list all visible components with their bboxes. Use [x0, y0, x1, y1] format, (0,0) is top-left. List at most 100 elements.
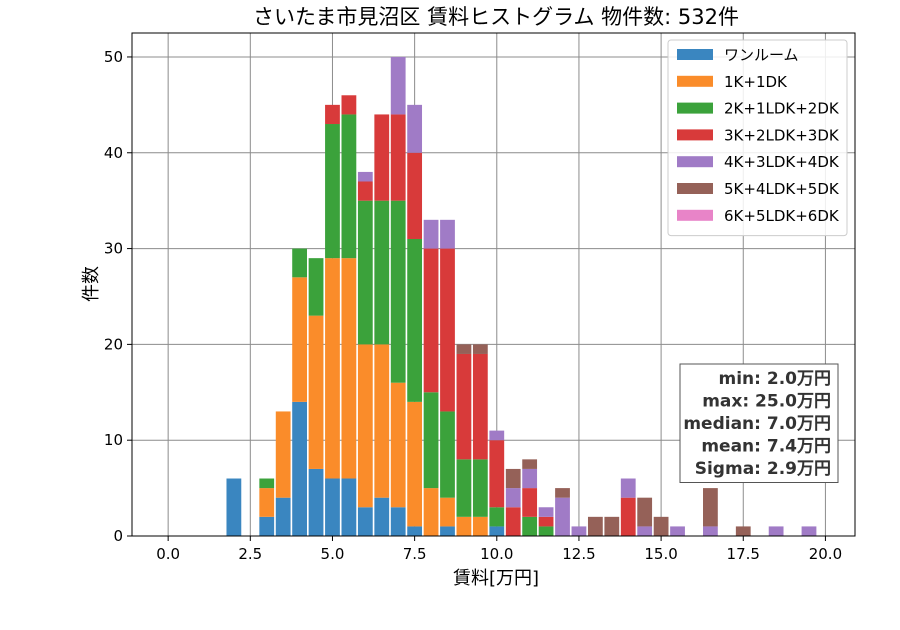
legend-label: 6K+5LDK+6DK: [724, 207, 840, 225]
bar-segment: [801, 526, 817, 536]
bar-segment: [670, 526, 685, 536]
bar-segment: [637, 497, 653, 527]
bar-segment: [292, 277, 307, 402]
x-tick-label: 10.0: [480, 545, 513, 563]
legend-swatch: [677, 209, 713, 221]
plot-area-frame: [131, 32, 856, 537]
chart-title: さいたま市見沼区 賃料ヒストグラム 物件数: 532件: [253, 5, 739, 29]
bar-segment: [374, 497, 390, 536]
bar-segment: [407, 238, 423, 402]
bar-segment: [505, 468, 521, 489]
bar-segment: [259, 478, 275, 489]
bar-segment: [522, 459, 538, 469]
bar-segment: [341, 114, 357, 259]
bar-segment: [275, 497, 291, 536]
bar-segment: [555, 497, 570, 536]
x-axis-label: 賃料[万円]: [453, 568, 539, 589]
stats-line: min: 2.0万円: [719, 369, 831, 389]
bar-segment: [587, 516, 603, 536]
bar-segment: [440, 526, 455, 536]
x-tick-label: 20.0: [809, 545, 842, 563]
bar-segment: [259, 516, 275, 536]
bar-segment: [325, 258, 340, 479]
bars: [226, 56, 817, 536]
legend-label: 4K+3LDK+4DK: [724, 153, 840, 171]
y-tick-label: 20: [104, 335, 123, 353]
bar-segment: [357, 200, 373, 345]
bar-segment: [620, 478, 636, 498]
bar-segment: [571, 526, 587, 536]
legend-label: 1K+1DK: [724, 73, 788, 91]
bar-segment: [538, 516, 554, 527]
bar-segment: [735, 526, 751, 536]
bar-segment: [604, 516, 620, 536]
stats-line: Sigma: 2.9万円: [695, 459, 831, 479]
bar-segment: [374, 200, 390, 345]
bar-segment: [472, 516, 488, 536]
bar-segment: [489, 526, 505, 536]
bar-segment: [407, 104, 423, 153]
bar-segment: [407, 526, 423, 536]
bar-segment: [374, 344, 390, 498]
bar-segment: [390, 200, 406, 383]
bar-segment: [456, 344, 472, 354]
y-tick-label: 0: [113, 527, 123, 545]
bar-segment: [620, 497, 636, 536]
bar-segment: [341, 478, 357, 536]
bar-segment: [423, 392, 439, 489]
stats-line: median: 7.0万円: [683, 414, 831, 434]
bar-segment: [538, 526, 554, 536]
bar-segment: [259, 488, 275, 517]
bar-segment: [423, 219, 439, 249]
bar-segment: [390, 56, 406, 115]
bar-segment: [653, 516, 669, 536]
x-tick-label: 12.5: [562, 545, 595, 563]
bar-segment: [292, 401, 307, 536]
y-axis-ticks: 0 10 20 30 40 50: [104, 48, 132, 545]
bar-segment: [423, 248, 439, 393]
legend-label: 3K+2LDK+3DK: [724, 126, 840, 144]
legend-swatch: [677, 183, 713, 194]
stats-line: mean: 7.4万円: [701, 437, 831, 457]
bar-segment: [505, 488, 521, 508]
bar-segment: [308, 468, 324, 536]
bar-segment: [357, 181, 373, 201]
bar-segment: [407, 401, 423, 527]
bar-segment: [768, 526, 784, 536]
legend-label: 2K+1LDK+2DK: [724, 100, 840, 118]
y-tick-label: 10: [104, 431, 123, 449]
bar-segment: [390, 382, 406, 508]
bar-segment: [226, 478, 242, 536]
bar-segment: [325, 478, 340, 536]
bar-segment: [522, 468, 538, 489]
x-tick-label: 15.0: [644, 545, 677, 563]
bar-segment: [538, 507, 554, 517]
bar-segment: [489, 440, 505, 508]
bar-segment: [440, 248, 455, 412]
x-tick-label: 17.5: [727, 545, 760, 563]
bar-segment: [292, 248, 307, 278]
bar-segment: [472, 353, 488, 460]
x-tick-label: 0.0: [156, 545, 180, 563]
legend-swatch: [677, 129, 713, 141]
bar-segment: [341, 258, 357, 479]
bar-segment: [390, 507, 406, 536]
bar-segment: [456, 516, 472, 536]
bar-segment: [456, 459, 472, 517]
y-tick-label: 30: [104, 240, 123, 258]
x-tick-label: 5.0: [321, 545, 345, 563]
legend-label: 5K+4LDK+5DK: [724, 180, 840, 198]
legend: ワンルーム 1K+1DK 2K+1LDK+2DK 3K+2LDK+3DK 4K+3LDK…: [667, 39, 848, 237]
bar-segment: [440, 219, 455, 249]
bar-segment: [472, 344, 488, 354]
bar-segment: [357, 344, 373, 508]
x-tick-label: 7.5: [403, 545, 427, 563]
bar-segment: [357, 171, 373, 182]
bar-segment: [308, 258, 324, 316]
bar-segment: [357, 507, 373, 536]
bar-segment: [407, 152, 423, 239]
legend-swatch: [677, 75, 713, 87]
bar-segment: [440, 497, 455, 527]
bar-segment: [275, 411, 291, 498]
